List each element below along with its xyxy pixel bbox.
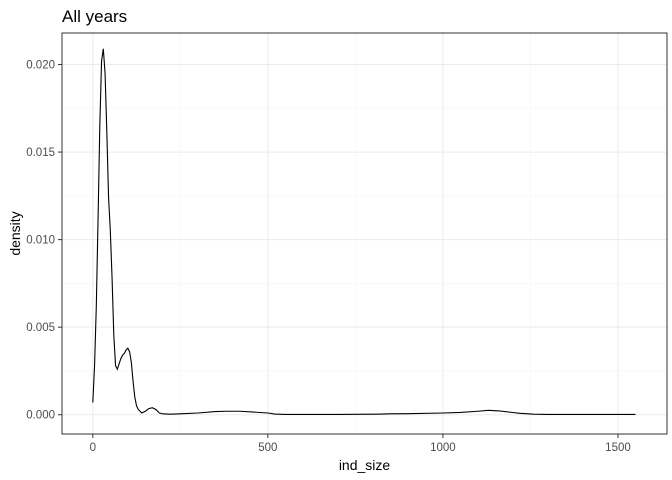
y-tick-label: 0.005 bbox=[26, 322, 55, 334]
chart-title: All years bbox=[62, 7, 127, 26]
x-tick-label: 1500 bbox=[605, 442, 631, 454]
y-axis-title: density bbox=[7, 211, 23, 255]
gridlines bbox=[62, 33, 667, 434]
y-tick-label: 0.015 bbox=[26, 147, 55, 159]
axes: 0 500 1000 1500 0.000 0.005 0.010 0.015 0.020 bbox=[26, 60, 631, 454]
x-tick-label: 1000 bbox=[430, 442, 456, 454]
panel-border bbox=[61, 32, 668, 435]
y-tick-label: 0.000 bbox=[26, 410, 55, 422]
y-tick-label: 0.020 bbox=[26, 60, 55, 72]
x-tick-label: 0 bbox=[90, 442, 96, 454]
density-line bbox=[92, 48, 636, 415]
x-axis-title: ind_size bbox=[339, 457, 391, 473]
x-tick-label: 500 bbox=[258, 442, 277, 454]
y-tick-label: 0.010 bbox=[26, 235, 55, 247]
